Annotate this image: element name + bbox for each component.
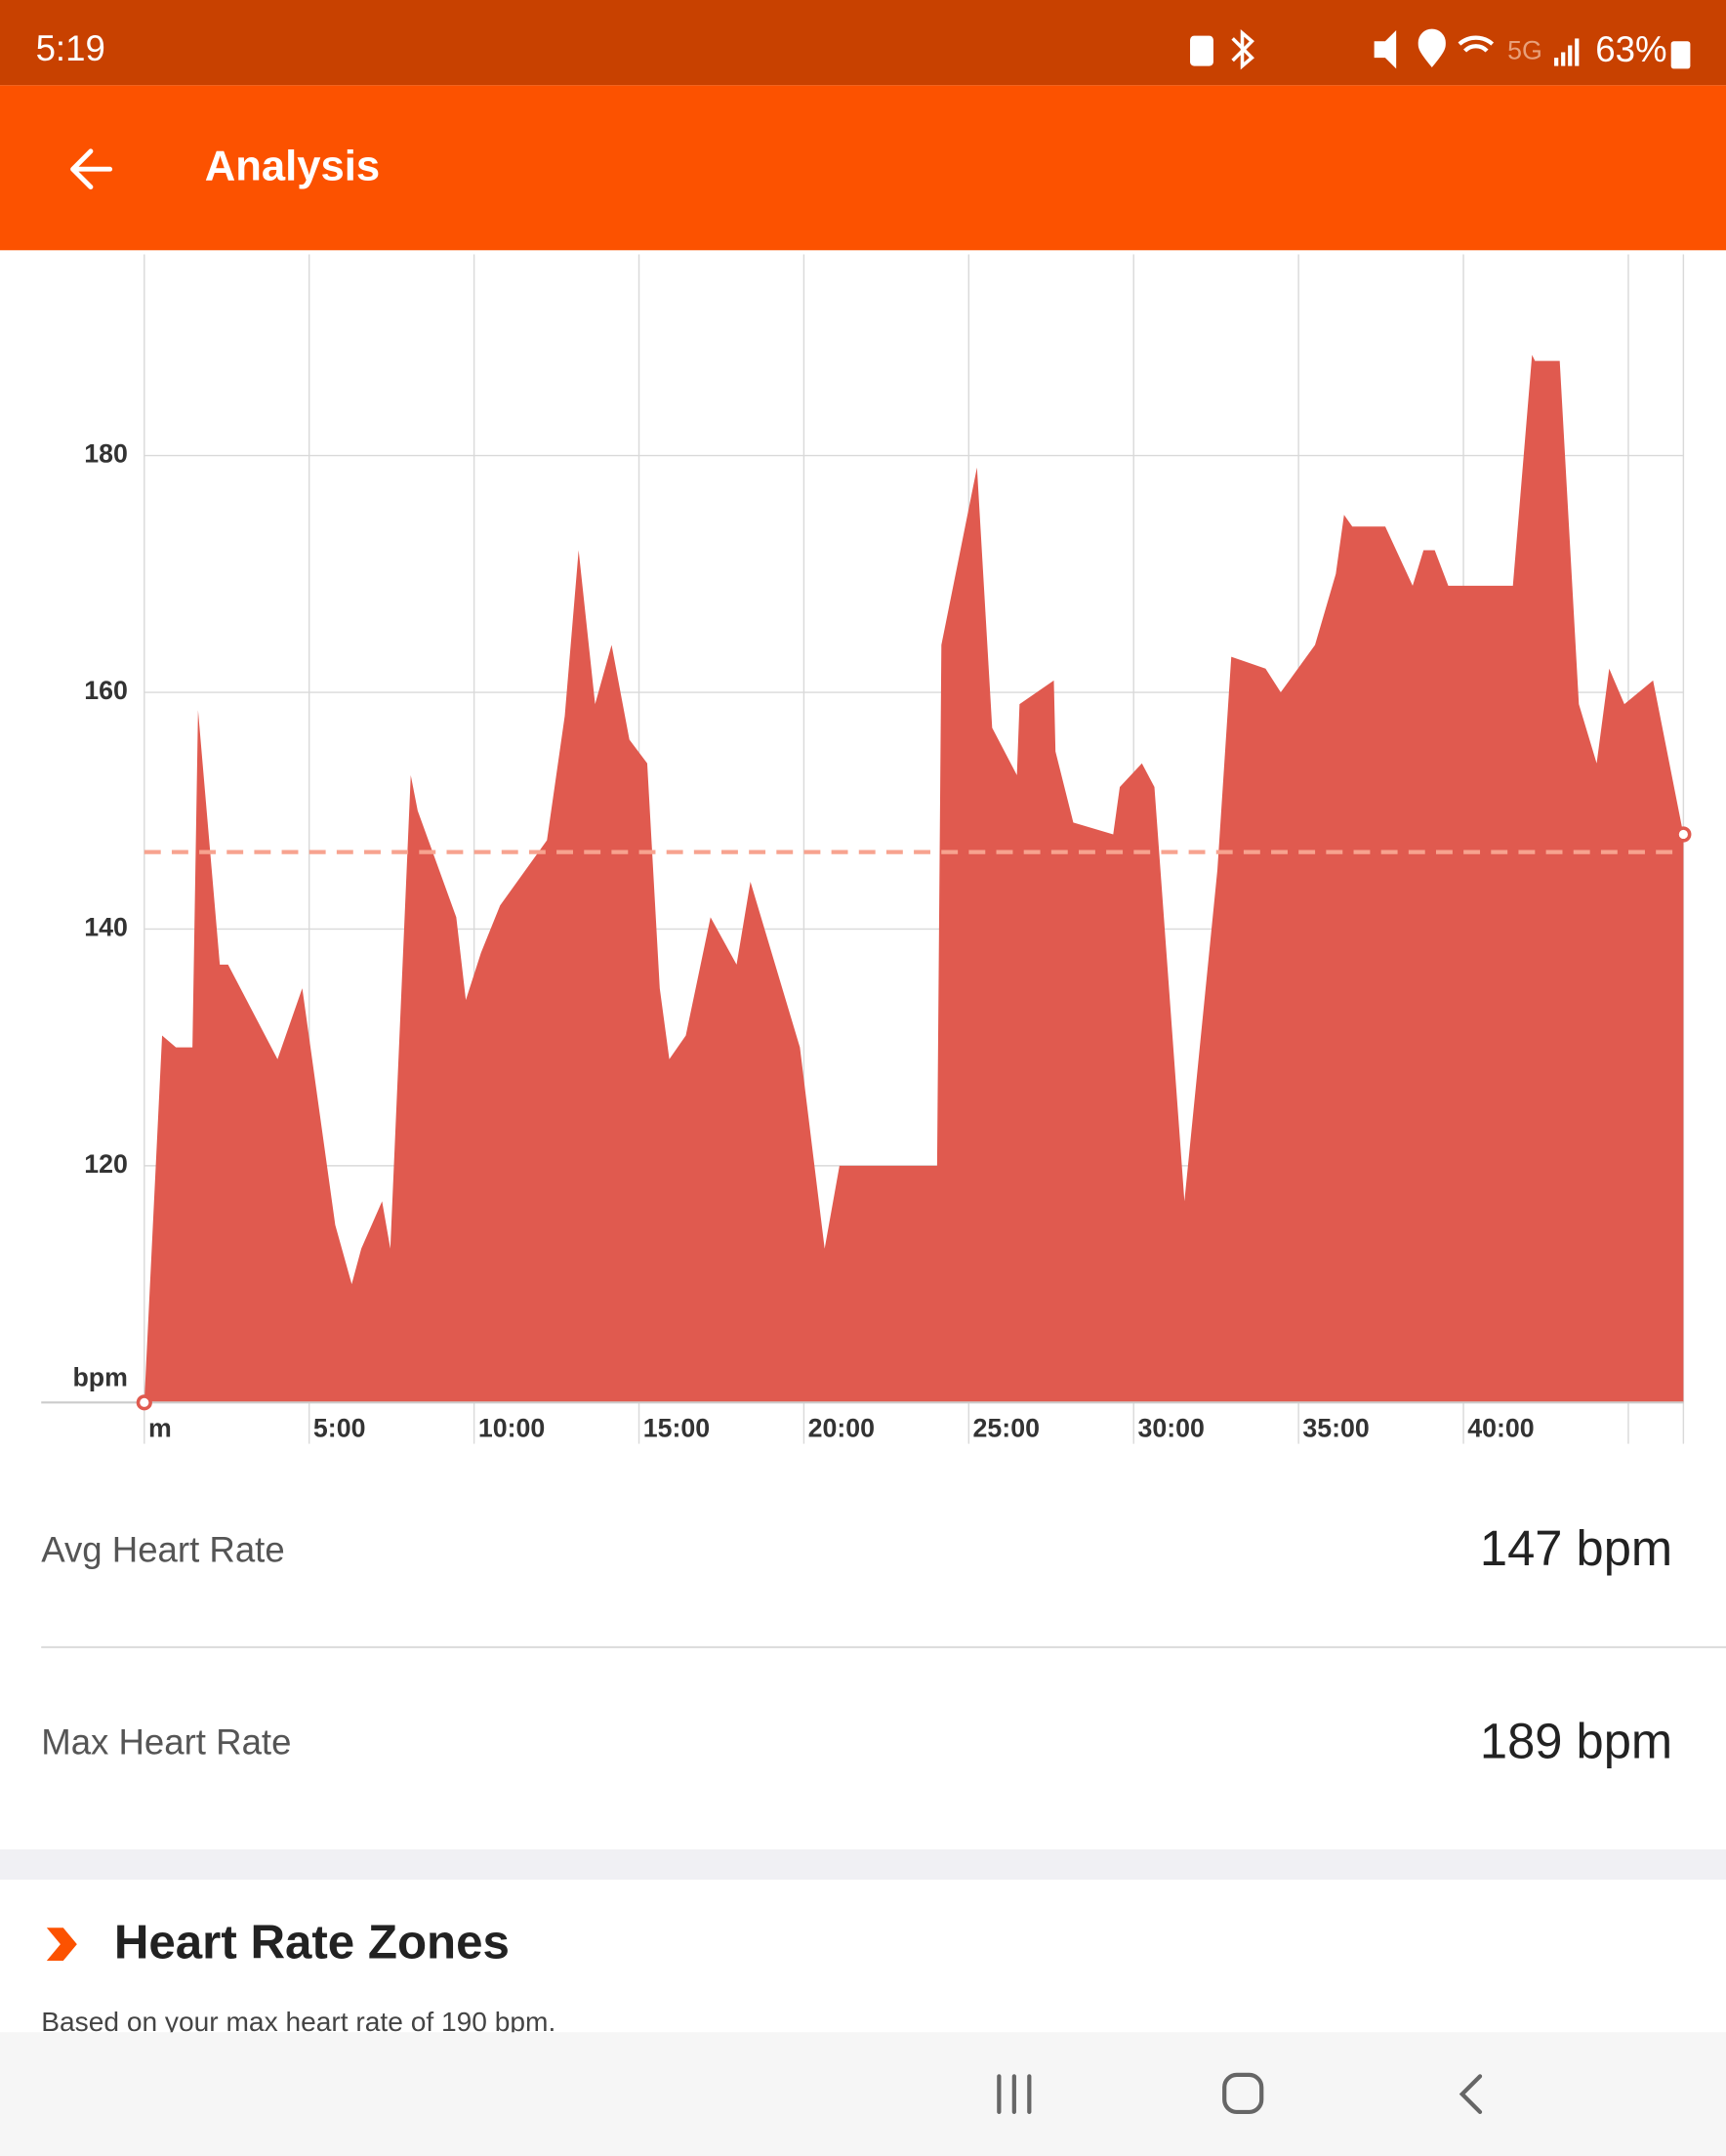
y-unit: bpm	[72, 1362, 127, 1391]
recents-button[interactable]	[997, 2074, 1032, 2115]
status-icons	[1190, 28, 1691, 70]
stat-value: 189 bpm	[1480, 1713, 1672, 1768]
y-tick-label: 140	[84, 913, 128, 942]
stat-label: Max Heart Rate	[41, 1722, 291, 1762]
endpoint	[136, 1394, 152, 1411]
app-title: Analysis	[205, 143, 380, 190]
x-tick-label: 25:00	[973, 1414, 1040, 1443]
stat-label: Avg Heart Rate	[41, 1529, 284, 1569]
chart: 120 140 160 180 m 5:00 10:00 15:00 20:00 25:00 30:…	[41, 254, 1692, 1444]
y-tick-label: 120	[84, 1149, 128, 1179]
stat-value: 147 bpm	[1480, 1520, 1672, 1576]
x-tick-label: 15:00	[643, 1414, 710, 1443]
endpoint	[1675, 826, 1692, 843]
app-bar	[0, 85, 1726, 251]
section-title: Heart Rate Zones	[114, 1916, 510, 1969]
status-time: 5:19	[36, 28, 105, 68]
nav-buttons	[997, 2072, 1483, 2115]
battery-level: 63%	[1595, 29, 1666, 69]
section-gap	[0, 1848, 1726, 1880]
home-button[interactable]	[1222, 2072, 1264, 2115]
y-tick-label: 180	[84, 439, 128, 469]
x-tick-label: 10:00	[478, 1414, 545, 1443]
back-button[interactable]	[70, 148, 113, 189]
nav-bar	[0, 2032, 1726, 2156]
heart-rate-area	[144, 354, 1684, 1403]
x-tick-label: 35:00	[1302, 1414, 1369, 1443]
x-tick-label: 5:00	[313, 1414, 366, 1443]
network-type: 5G	[1507, 36, 1542, 65]
x-tick-label: 20:00	[808, 1414, 875, 1443]
zones-icon	[46, 1928, 77, 1962]
x-tick-label: 40:00	[1467, 1414, 1534, 1443]
status-bar	[0, 0, 1726, 86]
y-tick-label: 160	[84, 676, 128, 705]
x-tick-label: 30:00	[1137, 1414, 1204, 1443]
x-tick-label: m	[148, 1414, 172, 1443]
nav-back-button[interactable]	[1459, 2074, 1483, 2115]
section-subtitle: Based on your max heart rate of 190 bpm.	[41, 2007, 555, 2037]
